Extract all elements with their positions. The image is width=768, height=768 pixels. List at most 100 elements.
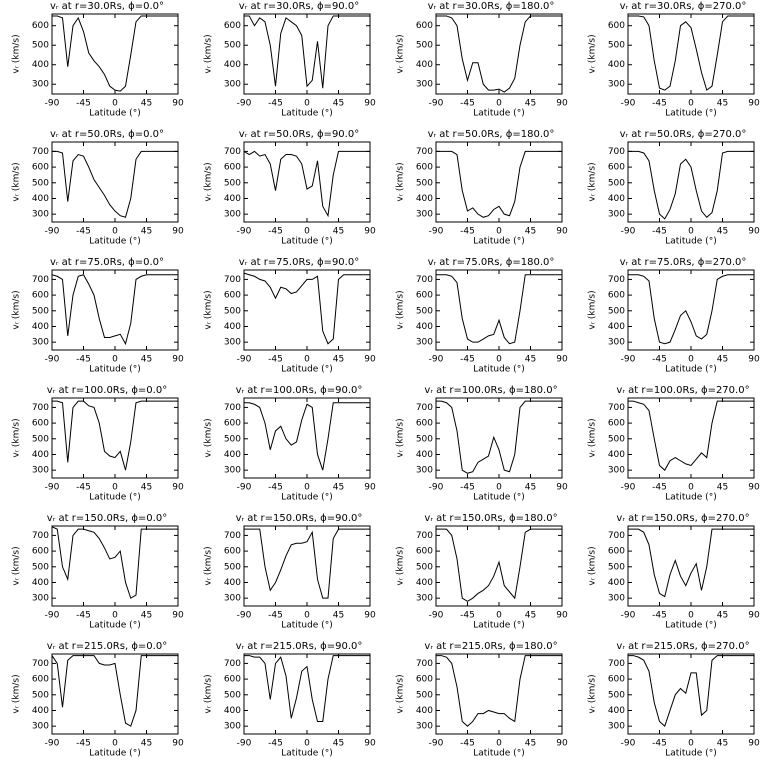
x-tick-label: 0 [496,355,502,365]
y-tick-label: 600 [224,547,241,557]
y-tick-label: 400 [32,578,49,588]
y-tick-label: 700 [416,275,433,285]
x-tick-label: 45 [717,739,728,749]
x-tick-label: -90 [621,739,636,749]
x-tick-label: 90 [364,99,376,109]
x-axis-label: Latitude (°) [665,365,716,375]
x-tick-label: 90 [364,227,376,237]
x-tick-label: 45 [333,227,344,237]
x-tick-label: 90 [364,483,376,493]
x-axis-label: Latitude (°) [281,749,332,759]
y-tick-label: 500 [416,306,433,316]
x-tick-label: 0 [112,355,118,365]
plot-frame [51,525,179,607]
x-axis-label: Latitude (°) [281,109,332,119]
y-axis-label: vᵣ (km/s) [204,290,214,329]
x-tick-label: -45 [460,483,475,493]
x-tick-label: 90 [748,611,760,621]
y-axis-label: vᵣ (km/s) [204,546,214,585]
x-axis-label: Latitude (°) [281,621,332,631]
x-tick-label: -90 [429,355,444,365]
plot-frame [627,269,755,351]
x-tick-label: -45 [268,227,283,237]
y-tick-label: 500 [224,306,241,316]
y-tick-label: 500 [224,41,241,51]
data-line [628,150,754,220]
x-axis-label: Latitude (°) [473,237,524,247]
chart-title: vᵣ at r=100.0Rs, ϕ=180.0° [424,385,557,396]
y-tick-label: 300 [608,210,625,220]
data-line [628,15,754,91]
y-tick-label: 400 [32,60,49,70]
chart-title: vᵣ at r=75.0Rs, ϕ=180.0° [428,257,555,268]
y-tick-label: 400 [224,578,241,588]
plot-frame [243,397,371,479]
data-line [244,15,370,89]
y-tick-label: 600 [416,21,433,31]
y-tick-label: 300 [416,722,433,732]
x-axis-label: Latitude (°) [89,749,140,759]
y-tick-label: 300 [416,466,433,476]
data-line [51,526,178,599]
y-tick-label: 600 [32,21,49,31]
data-line [436,528,562,602]
x-tick-label: 0 [304,611,310,621]
y-tick-label: 300 [608,80,625,90]
chart-title: vᵣ at r=150.0Rs, ϕ=180.0° [424,513,557,524]
chart-title: vᵣ at r=30.0Rs, ϕ=0.0° [50,1,164,12]
plot-frame [435,269,563,351]
plot-frame [627,141,755,223]
x-axis-label: Latitude (°) [89,621,140,631]
x-axis-label: Latitude (°) [665,109,716,119]
x-tick-label: 45 [141,483,152,493]
chart-title: vᵣ at r=30.0Rs, ϕ=90.0° [239,1,359,12]
panel: vᵣ at r=75.0Rs, ϕ=270.0° -90 -45 0 45 90 300 40… [588,257,760,375]
x-axis-label: Latitude (°) [665,493,716,503]
x-tick-label: 0 [688,355,694,365]
y-axis-label: vᵣ (km/s) [396,418,406,457]
y-tick-label: 700 [416,147,433,157]
x-tick-label: -90 [429,739,444,749]
plot-frame [627,397,755,479]
x-tick-label: 45 [333,355,344,365]
x-tick-label: 90 [556,99,568,109]
x-tick-label: -90 [237,227,252,237]
panel: vᵣ at r=30.0Rs, ϕ=90.0° -90 -45 0 45 90 300 400… [204,1,376,119]
y-axis-label: vᵣ (km/s) [12,290,22,329]
data-line [628,655,754,728]
y-tick-label: 400 [416,322,433,332]
y-tick-label: 400 [608,450,625,460]
x-tick-label: 90 [172,483,184,493]
plot-frame [435,397,563,479]
y-tick-label: 700 [608,531,625,541]
y-tick-label: 400 [416,194,433,204]
y-tick-label: 600 [416,163,433,173]
y-tick-label: 600 [608,547,625,557]
chart-title: vᵣ at r=30.0Rs, ϕ=270.0° [620,1,747,12]
y-tick-label: 500 [224,690,241,700]
y-axis-label: vᵣ (km/s) [204,34,214,73]
y-axis-label: vᵣ (km/s) [12,34,22,73]
plot-frame [435,525,563,607]
y-tick-label: 300 [416,210,433,220]
chart-title: vᵣ at r=215.0Rs, ϕ=270.0° [616,641,749,652]
x-tick-label: 90 [364,355,376,365]
y-tick-label: 600 [32,675,49,685]
y-tick-label: 500 [608,690,625,700]
chart-title: vᵣ at r=150.0Rs, ϕ=270.0° [616,513,749,524]
y-tick-label: 600 [32,547,49,557]
plot-frame [627,13,755,95]
x-tick-label: 90 [748,227,760,237]
x-tick-label: -45 [652,611,667,621]
x-tick-label: -45 [652,99,667,109]
x-tick-label: -45 [652,355,667,365]
y-tick-label: 400 [32,194,49,204]
y-tick-label: 600 [416,675,433,685]
y-tick-label: 600 [32,291,49,301]
y-tick-label: 700 [224,147,241,157]
chart-title: vᵣ at r=150.0Rs, ϕ=0.0° [47,513,167,524]
x-tick-label: 45 [333,739,344,749]
x-tick-label: -90 [45,611,60,621]
x-tick-label: -45 [652,739,667,749]
panel: vᵣ at r=50.0Rs, ϕ=0.0° -90 -45 0 45 90 300 400 5… [12,129,184,247]
